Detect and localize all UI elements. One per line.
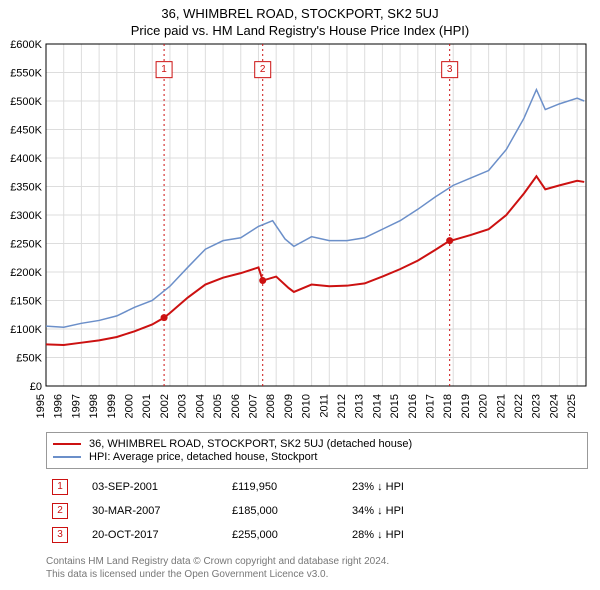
x-tick-label: 2021 xyxy=(495,394,507,418)
footer: Contains HM Land Registry data © Crown c… xyxy=(46,555,588,581)
x-tick-label: 2013 xyxy=(354,394,366,418)
x-tick-label: 2024 xyxy=(548,394,560,418)
sale-date: 30-MAR-2007 xyxy=(86,499,226,523)
x-tick-label: 2005 xyxy=(212,394,224,418)
y-tick-label: £100K xyxy=(10,324,42,336)
sale-point xyxy=(446,237,453,244)
x-tick-label: 2011 xyxy=(318,394,330,418)
chart-area: £0 £50K £100K £150K £200K £250K £300K £350K £400… xyxy=(4,40,592,430)
y-tick-label: £250K xyxy=(10,239,42,251)
sale-row: 3 20-OCT-2017£255,00028% ↓ HPI xyxy=(46,523,588,547)
sale-num: 1 xyxy=(46,475,86,499)
x-tick-label: 1999 xyxy=(106,394,118,418)
y-tick-label: £450K xyxy=(10,125,42,137)
sale-date: 03-SEP-2001 xyxy=(86,475,226,499)
x-tick-label: 2006 xyxy=(230,394,242,418)
x-tick-label: 1996 xyxy=(53,394,65,418)
x-tick-label: 2017 xyxy=(425,394,437,418)
y-tick-label: £550K xyxy=(10,68,42,80)
sale-date: 20-OCT-2017 xyxy=(86,523,226,547)
legend-label: HPI: Average price, detached house, Stoc… xyxy=(89,451,318,463)
y-tick-label: £500K xyxy=(10,96,42,108)
legend-item: 36, WHIMBREL ROAD, STOCKPORT, SK2 5UJ (d… xyxy=(53,438,581,450)
x-tick-label: 2010 xyxy=(301,394,313,418)
y-tick-label: £200K xyxy=(10,267,42,279)
x-tick-label: 2016 xyxy=(407,394,419,418)
y-tick-label: £350K xyxy=(10,182,42,194)
x-tick-label: 1998 xyxy=(88,394,100,418)
legend-swatch xyxy=(53,443,81,445)
x-tick-label: 1997 xyxy=(70,394,82,418)
y-tick-label: £50K xyxy=(16,353,42,365)
legend-swatch xyxy=(53,456,81,458)
legend-item: HPI: Average price, detached house, Stoc… xyxy=(53,451,581,463)
x-tick-label: 2001 xyxy=(141,394,153,418)
series-Property xyxy=(46,176,584,345)
sale-diff: 34% ↓ HPI xyxy=(346,499,588,523)
x-tick-label: 2018 xyxy=(442,394,454,418)
y-tick-label: £150K xyxy=(10,296,42,308)
y-tick-label: £300K xyxy=(10,210,42,222)
y-tick-label: £0 xyxy=(30,381,42,393)
x-tick-label: 2015 xyxy=(389,394,401,418)
x-tick-label: 2025 xyxy=(566,394,578,418)
sale-price: £119,950 xyxy=(226,475,346,499)
sale-marker-label: 2 xyxy=(260,64,266,75)
x-tick-label: 2009 xyxy=(283,394,295,418)
x-tick-label: 2014 xyxy=(371,394,383,418)
sale-row: 1 03-SEP-2001£119,95023% ↓ HPI xyxy=(46,475,588,499)
legend-box: 36, WHIMBREL ROAD, STOCKPORT, SK2 5UJ (d… xyxy=(46,432,588,469)
sale-row: 2 30-MAR-2007£185,00034% ↓ HPI xyxy=(46,499,588,523)
sale-diff: 23% ↓ HPI xyxy=(346,475,588,499)
x-tick-label: 2019 xyxy=(460,394,472,418)
x-tick-label: 2012 xyxy=(336,394,348,418)
x-tick-label: 2023 xyxy=(531,394,543,418)
x-tick-label: 2020 xyxy=(478,394,490,418)
sale-marker-icon: 1 xyxy=(52,479,68,495)
x-tick-label: 2008 xyxy=(265,394,277,418)
sale-marker-icon: 3 xyxy=(52,527,68,543)
sale-marker-label: 1 xyxy=(161,64,167,75)
sub-title: Price paid vs. HM Land Registry's House … xyxy=(0,23,600,38)
sales-table: 1 03-SEP-2001£119,95023% ↓ HPI 2 30-MAR-200… xyxy=(46,475,588,547)
sale-price: £255,000 xyxy=(226,523,346,547)
sale-num: 2 xyxy=(46,499,86,523)
sale-diff: 28% ↓ HPI xyxy=(346,523,588,547)
title-block: 36, WHIMBREL ROAD, STOCKPORT, SK2 5UJ Pr… xyxy=(0,0,600,40)
x-tick-label: 2000 xyxy=(124,394,136,418)
main-title: 36, WHIMBREL ROAD, STOCKPORT, SK2 5UJ xyxy=(0,6,600,21)
sale-num: 3 xyxy=(46,523,86,547)
sale-marker-label: 3 xyxy=(447,64,453,75)
footer-line1: Contains HM Land Registry data © Crown c… xyxy=(46,555,588,568)
footer-line2: This data is licensed under the Open Gov… xyxy=(46,568,588,581)
sale-marker-icon: 2 xyxy=(52,503,68,519)
sale-point xyxy=(161,314,168,321)
x-tick-label: 2022 xyxy=(513,394,525,418)
x-tick-label: 2003 xyxy=(177,394,189,418)
y-tick-label: £600K xyxy=(10,40,42,51)
sale-price: £185,000 xyxy=(226,499,346,523)
x-tick-label: 2004 xyxy=(194,394,206,418)
sale-point xyxy=(259,277,266,284)
legend-label: 36, WHIMBREL ROAD, STOCKPORT, SK2 5UJ (d… xyxy=(89,438,412,450)
x-tick-label: 1995 xyxy=(35,394,47,418)
series-HPI xyxy=(46,90,584,328)
y-tick-label: £400K xyxy=(10,153,42,165)
x-tick-label: 2007 xyxy=(247,394,259,418)
x-tick-label: 2002 xyxy=(159,394,171,418)
